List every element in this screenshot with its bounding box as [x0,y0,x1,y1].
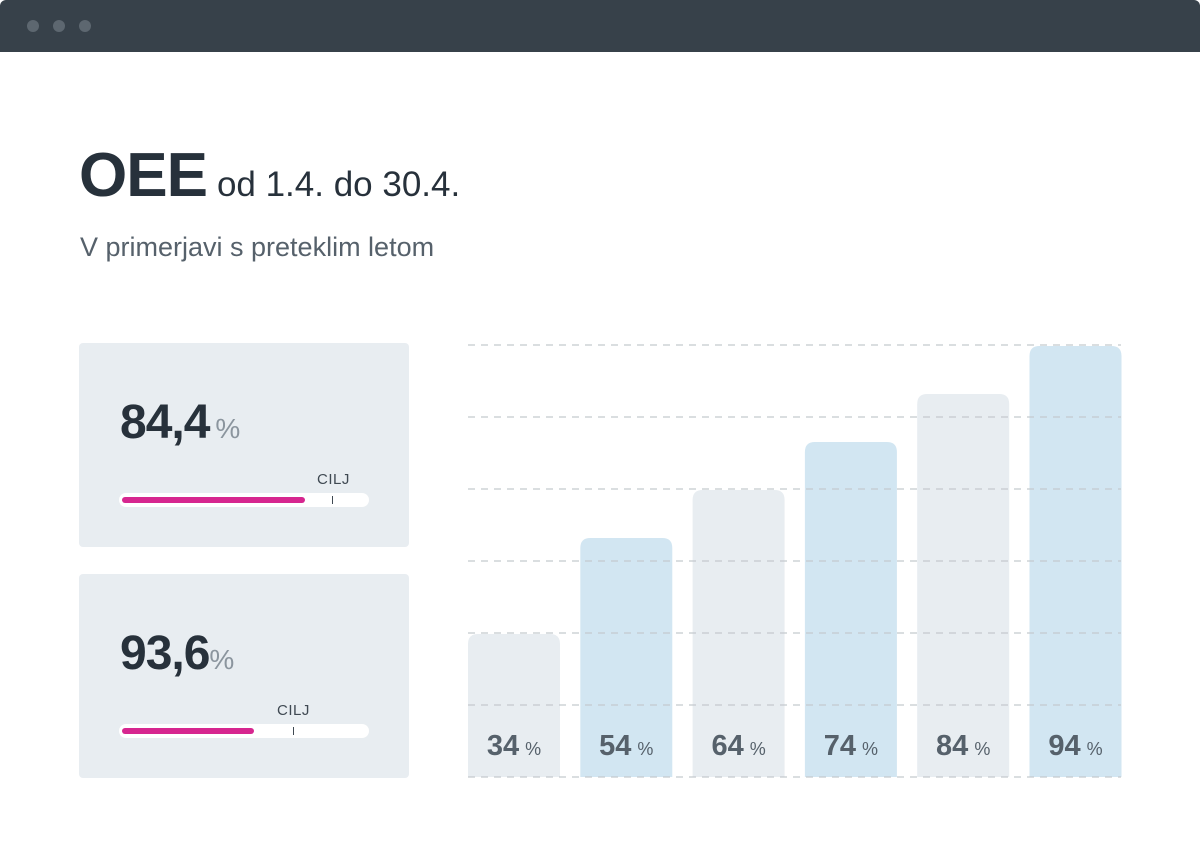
progress-fill [122,497,305,503]
bar-value-label: 84% [936,730,990,762]
oee-card-previous: 93,6% CILJ [79,574,409,778]
bar-value-label: 54% [599,730,653,762]
target-marker [292,727,294,735]
oee-value-number: 84,4 [120,396,210,449]
oee-value-number: 93,6 [120,627,210,680]
bar-value-label: 94% [1048,730,1102,762]
progress-track [119,724,369,738]
window-minimize-icon[interactable] [53,20,65,32]
bar-group: 84% [917,394,1010,777]
bar-value-label: 64% [711,730,765,762]
page-title: OEE od 1.4. do 30.4. [79,140,460,211]
bar [1029,346,1122,777]
oee-value: 84,4% [120,395,240,450]
bar-group: 74% [804,442,897,777]
oee-card-current: 84,4% CILJ [79,343,409,547]
bar [804,442,897,777]
progress-fill [122,728,254,734]
target-label: CILJ [277,702,310,719]
target-marker [331,496,333,504]
bar [580,538,673,777]
bar-group: 54% [580,538,673,777]
target-label: CILJ [317,471,350,488]
window-titlebar [0,0,1200,52]
progress-track [119,493,369,507]
date-range: od 1.4. do 30.4. [216,165,461,204]
bar [917,394,1010,777]
window-maximize-icon[interactable] [79,20,91,32]
bar-group: 94% [1029,346,1122,777]
oee-value-unit: % [209,644,235,675]
bar-value-label: 34% [487,730,541,762]
oee-value: 93,6% [120,626,234,681]
window-close-icon[interactable] [27,20,39,32]
bar-value-label: 74% [824,730,878,762]
page-title-main: OEE [79,141,208,210]
page-subtitle: V primerjavi s preteklim letom [80,232,435,262]
oee-value-unit: % [215,413,241,444]
